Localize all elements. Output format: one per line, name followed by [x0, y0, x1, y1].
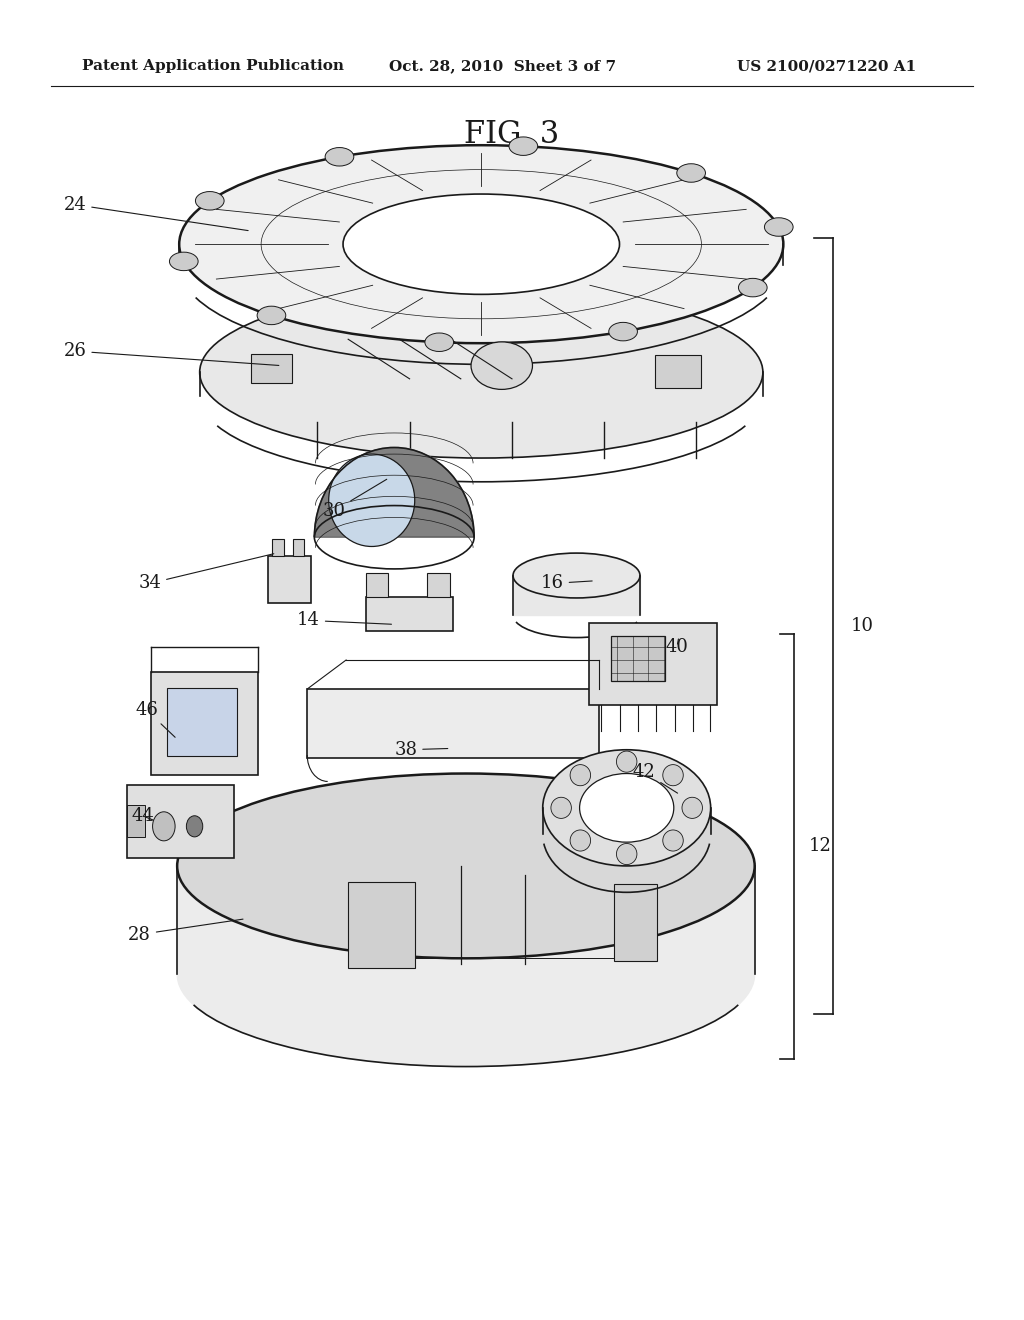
Text: Patent Application Publication: Patent Application Publication	[82, 59, 344, 74]
Ellipse shape	[177, 774, 755, 958]
Ellipse shape	[326, 148, 354, 166]
Ellipse shape	[677, 164, 706, 182]
Text: 12: 12	[809, 837, 831, 855]
Ellipse shape	[257, 306, 286, 325]
Ellipse shape	[179, 145, 783, 343]
Ellipse shape	[580, 774, 674, 842]
Ellipse shape	[663, 830, 683, 851]
Ellipse shape	[196, 191, 224, 210]
Polygon shape	[513, 576, 640, 615]
Bar	[151, 672, 258, 775]
Text: FIG. 3: FIG. 3	[464, 119, 560, 149]
Ellipse shape	[509, 137, 538, 156]
Ellipse shape	[616, 843, 637, 865]
Text: 28: 28	[128, 919, 243, 944]
Text: 46: 46	[135, 701, 175, 738]
Ellipse shape	[425, 333, 454, 351]
Bar	[293, 539, 304, 556]
Text: 34: 34	[138, 553, 273, 593]
Bar	[272, 539, 284, 556]
Text: 16: 16	[541, 574, 592, 593]
Bar	[251, 354, 292, 383]
Bar	[127, 785, 234, 858]
Bar	[611, 636, 665, 681]
Ellipse shape	[543, 750, 711, 866]
Ellipse shape	[570, 764, 591, 785]
Text: 40: 40	[666, 638, 688, 656]
Polygon shape	[177, 866, 755, 1067]
Ellipse shape	[663, 764, 683, 785]
Ellipse shape	[682, 797, 702, 818]
Ellipse shape	[616, 751, 637, 772]
Ellipse shape	[570, 830, 591, 851]
Ellipse shape	[608, 322, 637, 341]
Ellipse shape	[200, 286, 763, 458]
Bar	[589, 623, 717, 705]
Bar	[366, 597, 453, 631]
Ellipse shape	[471, 342, 532, 389]
Bar	[366, 573, 388, 597]
Text: 38: 38	[394, 741, 447, 759]
Text: 44: 44	[131, 807, 154, 825]
Polygon shape	[314, 447, 474, 537]
Text: 24: 24	[63, 195, 248, 231]
Ellipse shape	[765, 218, 794, 236]
Polygon shape	[314, 447, 474, 537]
Text: 26: 26	[63, 342, 279, 366]
Ellipse shape	[153, 812, 175, 841]
Text: 14: 14	[297, 611, 391, 630]
Ellipse shape	[551, 797, 571, 818]
Bar	[614, 884, 657, 961]
Bar	[307, 689, 599, 758]
Text: US 2100/0271220 A1: US 2100/0271220 A1	[737, 59, 916, 74]
Ellipse shape	[343, 194, 620, 294]
Bar	[127, 805, 145, 837]
Bar	[268, 556, 311, 603]
Bar	[427, 573, 450, 597]
Bar	[348, 882, 415, 968]
Text: 10: 10	[851, 616, 873, 635]
Ellipse shape	[738, 279, 767, 297]
Bar	[655, 355, 701, 388]
Ellipse shape	[513, 553, 640, 598]
Ellipse shape	[329, 454, 415, 546]
Text: 42: 42	[633, 763, 678, 793]
Bar	[167, 688, 237, 756]
Text: Oct. 28, 2010  Sheet 3 of 7: Oct. 28, 2010 Sheet 3 of 7	[389, 59, 616, 74]
Ellipse shape	[169, 252, 198, 271]
Ellipse shape	[186, 816, 203, 837]
Text: 30: 30	[323, 479, 387, 520]
